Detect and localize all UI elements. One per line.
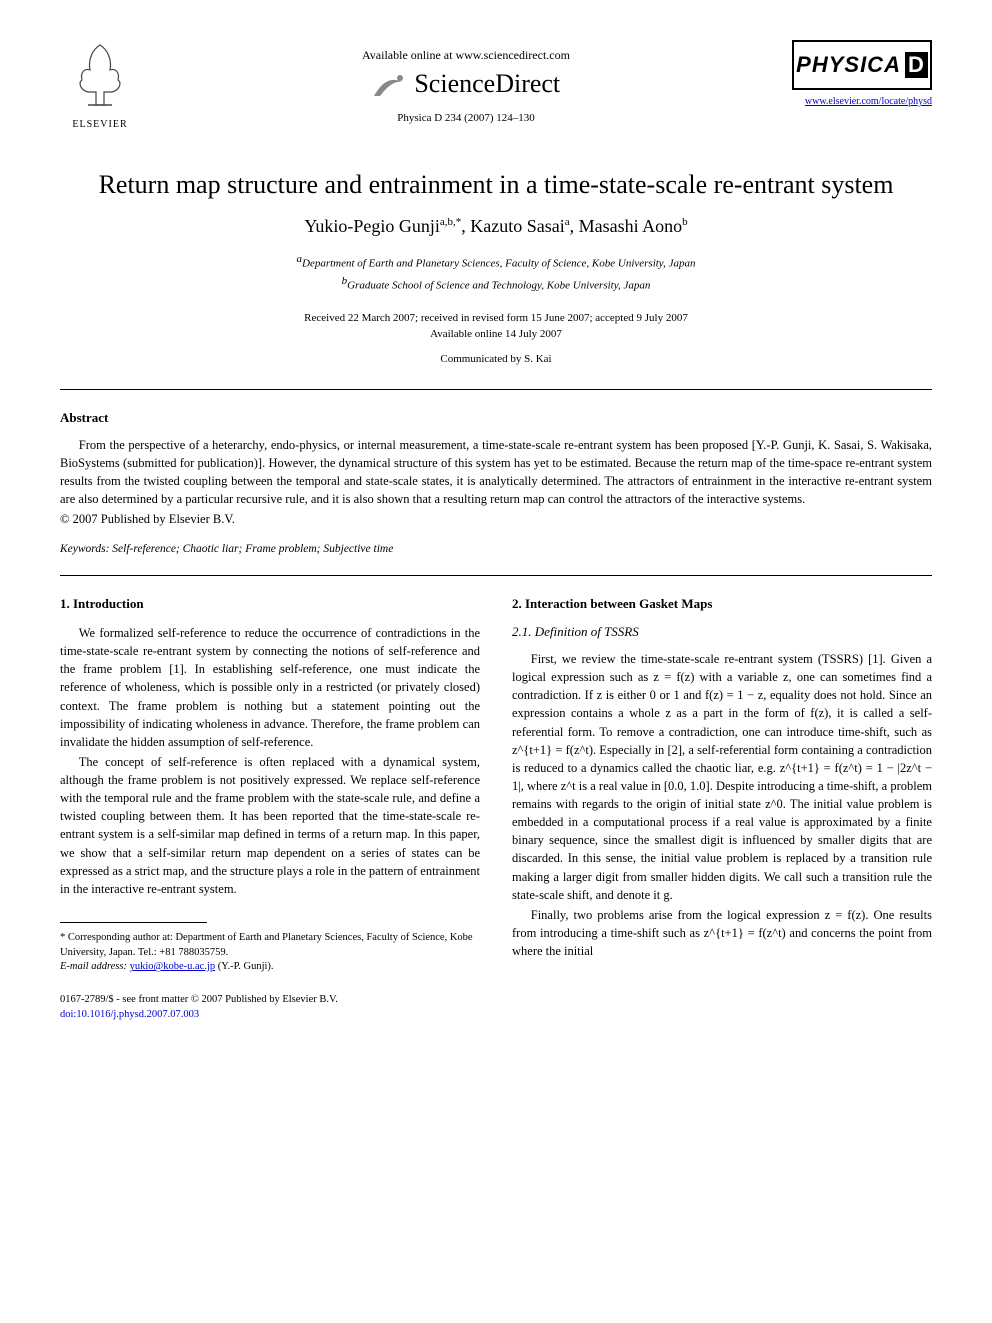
affil-b: Graduate School of Science and Technolog… <box>347 280 650 292</box>
author-3-sup: b <box>682 216 688 228</box>
abstract-text: From the perspective of a heterarchy, en… <box>60 436 932 509</box>
section-2-heading: 2. Interaction between Gasket Maps <box>512 596 932 612</box>
footer-doi-link[interactable]: doi:10.1016/j.physd.2007.07.003 <box>60 1008 480 1023</box>
physica-d-logo: PHYSICA D <box>792 40 932 90</box>
sciencedirect-text: ScienceDirect <box>414 69 560 98</box>
article-dates: Received 22 March 2007; received in revi… <box>60 310 932 343</box>
physica-label: PHYSICA <box>796 52 901 78</box>
section-1-p2: The concept of self-reference is often r… <box>60 753 480 898</box>
footnote-email-link[interactable]: yukio@kobe-u.ac.jp <box>130 961 215 972</box>
page-header: ELSEVIER Available online at www.science… <box>60 40 932 130</box>
footnote-corr: * Corresponding author at: Department of… <box>60 931 480 960</box>
page-footer: 0167-2789/$ - see front matter © 2007 Pu… <box>60 993 480 1022</box>
footnote-email-label: E-mail address: <box>60 961 127 972</box>
divider-bottom <box>60 575 932 576</box>
center-header: Available online at www.sciencedirect.co… <box>140 40 792 124</box>
author-list: Yukio-Pegio Gunjia,b,*, Kazuto Sasaia, M… <box>60 216 932 237</box>
available-online-text: Available online at www.sciencedirect.co… <box>140 48 792 63</box>
elsevier-label: ELSEVIER <box>60 119 140 130</box>
keywords-text: Self-reference; Chaotic liar; Frame prob… <box>109 543 393 555</box>
section-2-p1: First, we review the time-state-scale re… <box>512 650 932 904</box>
author-2: , Kazuto Sasai <box>461 216 564 236</box>
affiliations: aDepartment of Earth and Planetary Scien… <box>60 251 932 296</box>
journal-reference: Physica D 234 (2007) 124–130 <box>140 112 792 124</box>
divider-top <box>60 389 932 390</box>
communicated-by: Communicated by S. Kai <box>60 353 932 365</box>
elsevier-tree-icon <box>70 40 130 110</box>
dates-line2: Available online 14 July 2007 <box>430 328 562 340</box>
left-column: 1. Introduction We formalized self-refer… <box>60 596 480 1022</box>
section-1-heading: 1. Introduction <box>60 596 480 612</box>
article-title: Return map structure and entrainment in … <box>60 170 932 200</box>
footnote-rule <box>60 922 207 923</box>
abstract-heading: Abstract <box>60 410 932 426</box>
journal-url-link[interactable]: www.elsevier.com/locate/physd <box>792 96 932 107</box>
author-3: , Masashi Aono <box>570 216 683 236</box>
journal-brand-block: PHYSICA D www.elsevier.com/locate/physd <box>792 40 932 107</box>
corresponding-footnote: * Corresponding author at: Department of… <box>60 931 480 975</box>
author-1: Yukio-Pegio Gunji <box>304 216 440 236</box>
section-1-p1: We formalized self-reference to reduce t… <box>60 624 480 751</box>
sciencedirect-swoosh-icon <box>372 72 408 100</box>
section-2-1-heading: 2.1. Definition of TSSRS <box>512 624 932 640</box>
keywords-label: Keywords: <box>60 543 109 555</box>
footer-issn: 0167-2789/$ - see front matter © 2007 Pu… <box>60 993 480 1008</box>
sciencedirect-logo: ScienceDirect <box>140 69 792 100</box>
keywords-line: Keywords: Self-reference; Chaotic liar; … <box>60 543 932 555</box>
author-1-sup: a,b,* <box>440 216 461 228</box>
abstract-copyright: © 2007 Published by Elsevier B.V. <box>60 512 932 527</box>
affil-a: Department of Earth and Planetary Scienc… <box>302 258 695 270</box>
right-column: 2. Interaction between Gasket Maps 2.1. … <box>512 596 932 1022</box>
elsevier-logo: ELSEVIER <box>60 40 140 130</box>
body-columns: 1. Introduction We formalized self-refer… <box>60 596 932 1022</box>
footnote-email-suffix: (Y.-P. Gunji). <box>215 961 273 972</box>
section-2-p2: Finally, two problems arise from the log… <box>512 906 932 960</box>
dates-line1: Received 22 March 2007; received in revi… <box>304 312 688 324</box>
physica-d-letter: D <box>905 52 928 78</box>
